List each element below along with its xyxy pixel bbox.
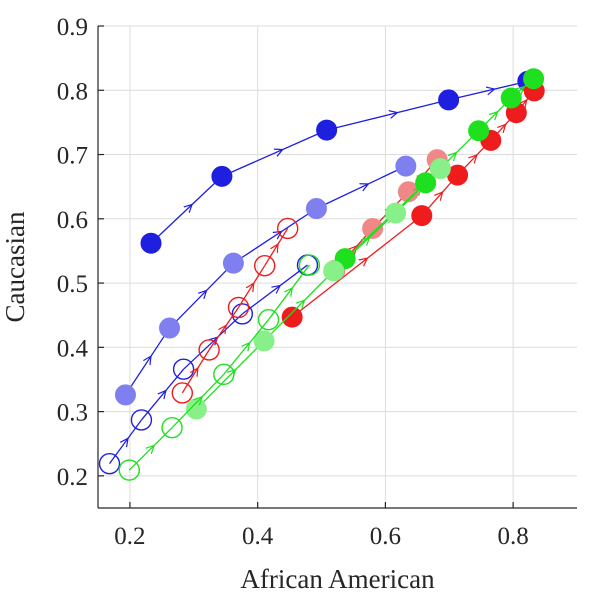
series-segment bbox=[221, 129, 327, 177]
series-red-open-5 bbox=[171, 217, 299, 404]
data-point bbox=[253, 255, 276, 277]
series-blue-filled-1 bbox=[114, 155, 417, 406]
series-segment bbox=[316, 165, 407, 210]
x-tick-label: 0.8 bbox=[498, 523, 529, 550]
series-green-filled-6 bbox=[334, 68, 545, 270]
data-point bbox=[211, 165, 233, 187]
y-tick-label: 0.9 bbox=[57, 14, 88, 41]
y-tick-label: 0.6 bbox=[57, 207, 88, 234]
data-point bbox=[411, 205, 433, 227]
series-segment bbox=[124, 327, 171, 396]
series-segment bbox=[169, 262, 234, 329]
data-point bbox=[438, 89, 460, 111]
data-point bbox=[253, 330, 275, 352]
data-point bbox=[130, 409, 153, 431]
data-point bbox=[500, 87, 522, 109]
data-point bbox=[118, 459, 140, 481]
series-blue-filled-0 bbox=[140, 70, 539, 254]
data-point bbox=[159, 317, 181, 339]
data-point bbox=[222, 252, 244, 274]
series-green-filled-7 bbox=[185, 158, 451, 420]
data-point bbox=[114, 384, 136, 406]
data-point bbox=[316, 119, 338, 141]
data-point bbox=[213, 363, 235, 386]
data-point bbox=[172, 358, 195, 380]
data-point bbox=[362, 217, 384, 239]
y-tick-label: 0.2 bbox=[57, 464, 88, 491]
x-tick-label: 0.6 bbox=[370, 523, 401, 550]
series-blue-open-2 bbox=[98, 254, 319, 475]
y-tick-label: 0.8 bbox=[57, 78, 88, 105]
data-point bbox=[276, 217, 299, 240]
data-point bbox=[523, 68, 545, 90]
y-axis-title: Caucasian bbox=[0, 211, 30, 322]
x-tick-label: 0.4 bbox=[242, 523, 274, 550]
x-axis-title: African American bbox=[240, 564, 435, 594]
data-point bbox=[468, 120, 490, 142]
data-point bbox=[323, 260, 345, 282]
data-point bbox=[140, 232, 162, 254]
data-point bbox=[305, 198, 327, 220]
data-point bbox=[429, 158, 451, 180]
data-point bbox=[385, 202, 407, 224]
axes bbox=[97, 25, 577, 509]
y-tick-label: 0.5 bbox=[57, 271, 88, 298]
grid-lines bbox=[98, 25, 577, 508]
tick-labels: 0.2 0.4 0.6 0.8 0.2 0.3 0.4 0.5 0.6 0.7 0.8 0.9 bbox=[57, 14, 529, 550]
data-point bbox=[98, 452, 121, 475]
data-point bbox=[161, 416, 183, 439]
data-series bbox=[98, 68, 545, 481]
y-tick-label: 0.7 bbox=[57, 143, 88, 170]
y-tick-label: 0.3 bbox=[57, 400, 88, 427]
data-point bbox=[227, 296, 250, 319]
data-point bbox=[257, 308, 280, 331]
series-segment bbox=[326, 99, 449, 131]
y-tick-label: 0.4 bbox=[57, 335, 89, 362]
x-tick-label: 0.2 bbox=[114, 523, 145, 550]
data-point bbox=[231, 303, 254, 325]
series-segment bbox=[291, 215, 423, 318]
data-point bbox=[198, 339, 220, 361]
data-point bbox=[171, 382, 194, 404]
data-point bbox=[395, 155, 417, 177]
data-point bbox=[298, 254, 321, 276]
data-point bbox=[281, 306, 303, 328]
series-green-open-8 bbox=[118, 254, 321, 481]
